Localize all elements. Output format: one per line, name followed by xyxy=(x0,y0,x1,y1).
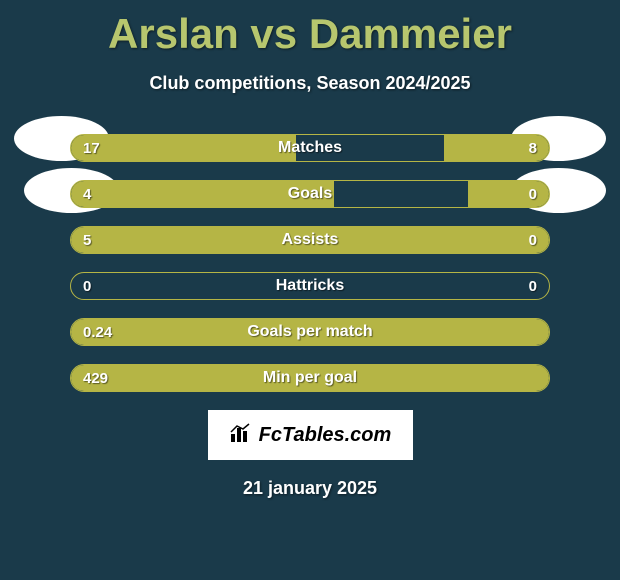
stat-label: Goals per match xyxy=(71,323,549,341)
stat-row: 17 Matches 8 xyxy=(70,134,550,162)
page-subtitle: Club competitions, Season 2024/2025 xyxy=(0,73,620,94)
stat-label: Matches xyxy=(71,139,549,157)
stat-label: Assists xyxy=(71,231,549,249)
stat-row: 429 Min per goal xyxy=(70,364,550,392)
page-title: Arslan vs Dammeier xyxy=(0,0,620,58)
stat-value-right: 0 xyxy=(529,232,537,249)
stat-row: 4 Goals 0 xyxy=(70,180,550,208)
stat-value-right: 0 xyxy=(529,278,537,295)
fctables-logo[interactable]: FcTables.com xyxy=(208,410,413,460)
chart-icon xyxy=(229,422,253,448)
stat-row: 0.24 Goals per match xyxy=(70,318,550,346)
stat-label: Min per goal xyxy=(71,369,549,387)
stat-row: 5 Assists 0 xyxy=(70,226,550,254)
stat-row: 0 Hattricks 0 xyxy=(70,272,550,300)
stat-label: Goals xyxy=(71,185,549,203)
logo-text: FcTables.com xyxy=(259,424,392,447)
stat-value-right: 8 xyxy=(529,140,537,157)
stat-label: Hattricks xyxy=(71,277,549,295)
footer-date: 21 january 2025 xyxy=(0,478,620,499)
stats-container: 17 Matches 8 4 Goals 0 5 Assists 0 0 Hat… xyxy=(70,134,550,392)
stat-value-right: 0 xyxy=(529,186,537,203)
